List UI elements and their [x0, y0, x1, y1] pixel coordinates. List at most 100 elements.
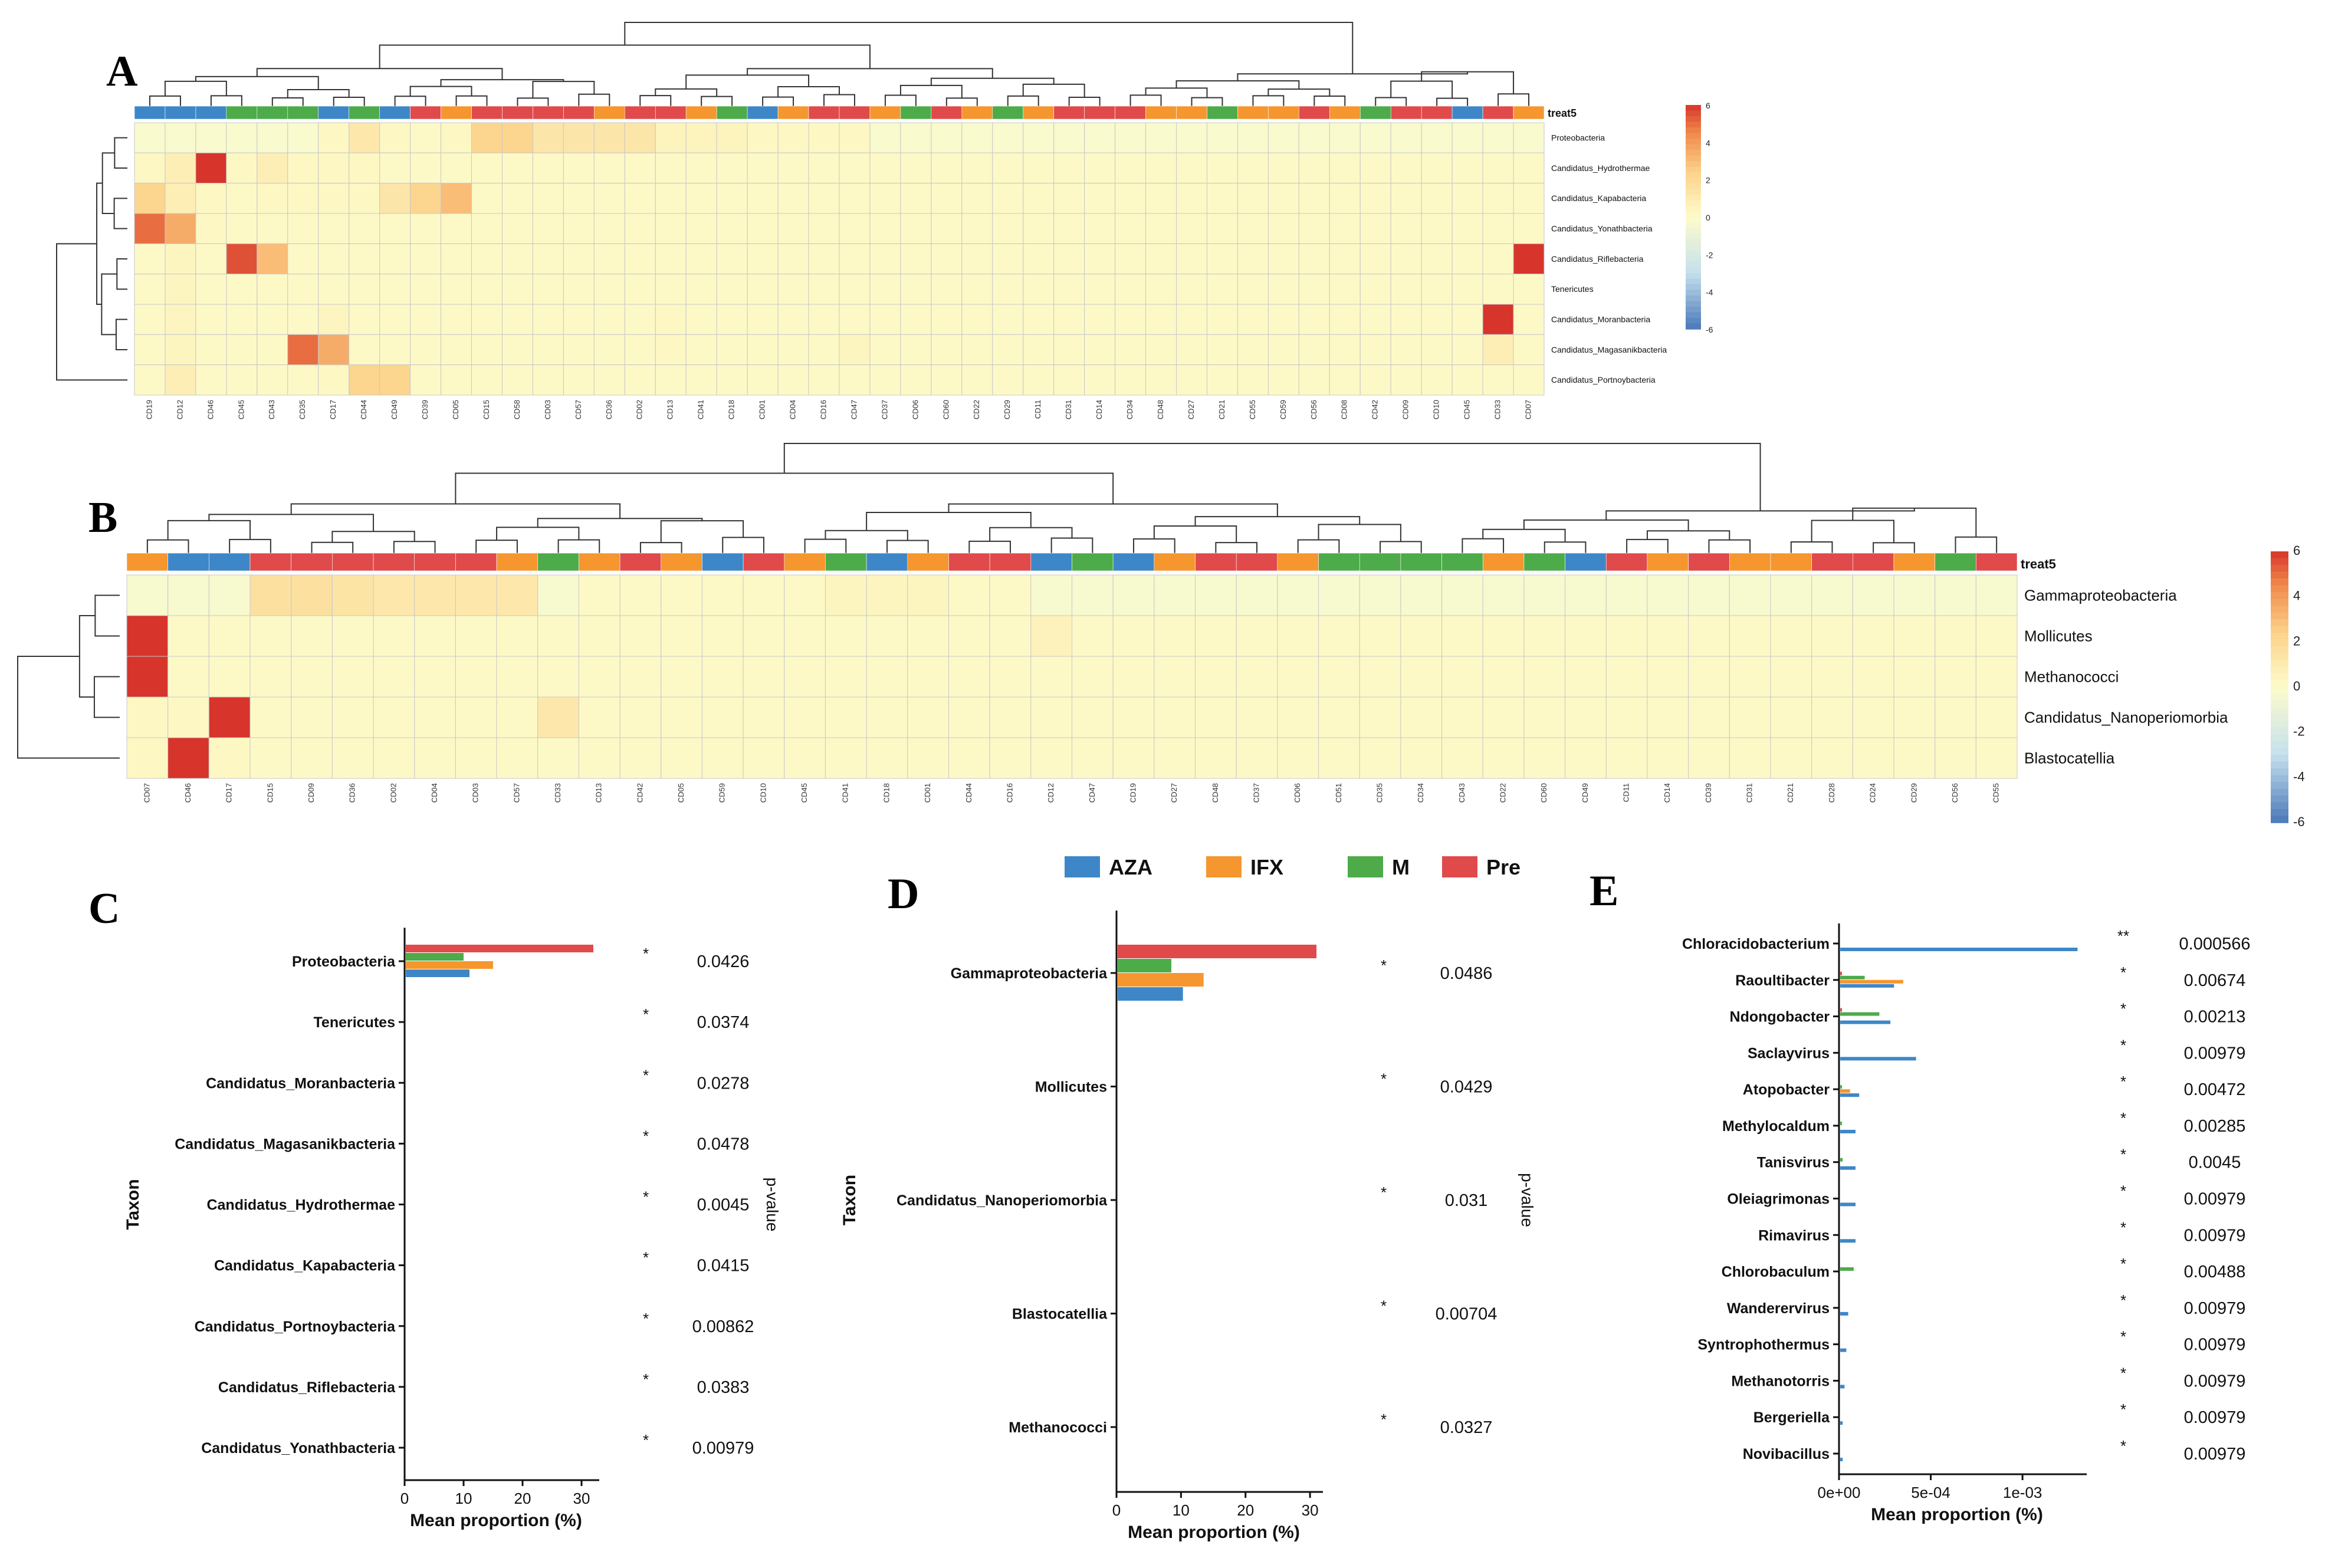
p-value: 0.0278: [697, 1074, 750, 1093]
column-label: CD07: [1523, 400, 1532, 419]
heatmap-cell: [291, 737, 333, 779]
heatmap-cell: [869, 364, 901, 396]
heatmap-cell: [1688, 615, 1730, 657]
color-scale-segment: [1686, 105, 1701, 111]
heatmap-cell: [1359, 243, 1391, 275]
heatmap-cell: [331, 696, 374, 738]
heatmap-cell: [1441, 574, 1483, 616]
treatment-annotation-cell: [134, 106, 166, 120]
color-scale-segment: [1686, 139, 1701, 145]
heatmap-cell: [1400, 656, 1443, 698]
heatmap-cell: [839, 304, 871, 335]
heatmap-cell: [501, 334, 533, 366]
heatmap-cell: [1318, 656, 1360, 698]
column-dendrogram-branch: [1852, 507, 1977, 537]
heatmap-cell: [1115, 364, 1147, 396]
heatmap-cell: [839, 274, 871, 305]
heatmap-cell: [1421, 183, 1453, 214]
heatmap-cell: [1072, 615, 1114, 657]
column-label: CD58: [513, 400, 521, 419]
heatmap-cell: [825, 696, 867, 738]
heatmap-cell: [318, 213, 350, 244]
taxon-label: Mollicutes: [1035, 1079, 1107, 1096]
heatmap-cell: [471, 183, 503, 214]
taxon-label: Blastocatellia: [1012, 1306, 1108, 1323]
color-scale-segment: [2271, 626, 2288, 633]
heatmap-cell: [1053, 243, 1085, 275]
significance-marker: *: [1381, 1184, 1387, 1201]
significance-marker: *: [2120, 1182, 2126, 1200]
column-dendrogram-branch: [1421, 71, 1515, 94]
column-label: CD46: [206, 400, 215, 419]
bar-aza: [1840, 1057, 1916, 1061]
treatment-annotation-cell: [1513, 106, 1545, 120]
column-label: CD13: [595, 783, 603, 803]
heatmap-cell: [379, 183, 411, 214]
x-tick-label: 30: [573, 1490, 590, 1507]
panel-c: C 0 10 20 30 Mean proportion (%) Taxon p-value P…: [88, 885, 781, 1530]
heatmap-cell: [869, 183, 901, 214]
heatmap-cell: [1023, 274, 1055, 305]
heatmap-cell: [501, 304, 533, 335]
heatmap-cell: [1298, 304, 1330, 335]
column-dendrogram-branch: [624, 22, 1354, 74]
row-dendrogram-branch: [78, 615, 96, 698]
color-scale-segment: [2271, 585, 2288, 593]
heatmap-cell: [743, 615, 785, 657]
row-label: Blastocatellia: [2024, 750, 2115, 767]
treatment-annotation-cell: [471, 106, 503, 120]
heatmap-cell: [379, 122, 411, 153]
heatmap-cell: [777, 213, 809, 244]
taxon-label: Saclayvirus: [1748, 1045, 1830, 1061]
heatmap-cell: [747, 183, 779, 214]
heatmap-cell: [349, 334, 380, 366]
treatment-annotation-cell: [579, 553, 620, 571]
treatment-annotation-cell: [209, 553, 251, 571]
heatmap-cell: [563, 304, 595, 335]
column-dendrogram-branch: [1482, 528, 1566, 543]
color-scale-segment: [2271, 728, 2288, 735]
heatmap-cell: [1023, 334, 1055, 366]
heatmap-cell: [134, 183, 166, 214]
heatmap-cell: [1605, 574, 1648, 616]
heatmap-cell: [287, 364, 319, 396]
heatmap-cell: [825, 737, 867, 779]
bar-aza: [1840, 1239, 1856, 1243]
heatmap-cell: [1482, 152, 1514, 184]
heatmap-cell: [1236, 737, 1278, 779]
treatment-annotation-cell: [1893, 553, 1935, 571]
column-label: CD47: [849, 400, 858, 419]
heatmap-cell: [747, 243, 779, 275]
taxon-label: Wanderervirus: [1727, 1300, 1830, 1317]
heatmap-cell: [1359, 304, 1391, 335]
column-dendrogram-branch: [290, 503, 621, 519]
heatmap-cell: [1359, 696, 1401, 738]
heatmap-cell: [532, 243, 564, 275]
color-scale-segment: [2271, 741, 2288, 749]
heatmap-cell: [1390, 152, 1422, 184]
legend-label-m: M: [1392, 855, 1410, 879]
heatmap-cell: [1605, 615, 1648, 657]
p-value: 0.00979: [2184, 1190, 2246, 1209]
heatmap-cell: [501, 183, 533, 214]
column-dendrogram-branch: [1133, 538, 1175, 553]
heatmap-cell: [655, 152, 687, 184]
taxon-label: Rimavirus: [1758, 1227, 1830, 1244]
heatmap-cell: [869, 243, 901, 275]
heatmap-cell: [1176, 183, 1207, 214]
heatmap-cell: [1072, 696, 1114, 738]
heatmap-cell: [624, 364, 656, 396]
color-scale-segment: [1686, 228, 1701, 235]
column-dendrogram-branch: [195, 75, 319, 90]
treatment-annotation-cell: [349, 106, 380, 120]
heatmap-cell: [619, 656, 662, 698]
column-dendrogram-branch: [899, 84, 963, 98]
treatment-annotation-cell: [1053, 106, 1085, 120]
heatmap-cell: [1811, 574, 1853, 616]
heatmap-cell: [825, 574, 867, 616]
column-dendrogram-branch: [455, 95, 488, 106]
heatmap-cell: [1482, 274, 1514, 305]
heatmap-cell: [808, 243, 840, 275]
column-dendrogram-branch: [639, 542, 682, 553]
treatment-annotation-cell: [1277, 553, 1319, 571]
